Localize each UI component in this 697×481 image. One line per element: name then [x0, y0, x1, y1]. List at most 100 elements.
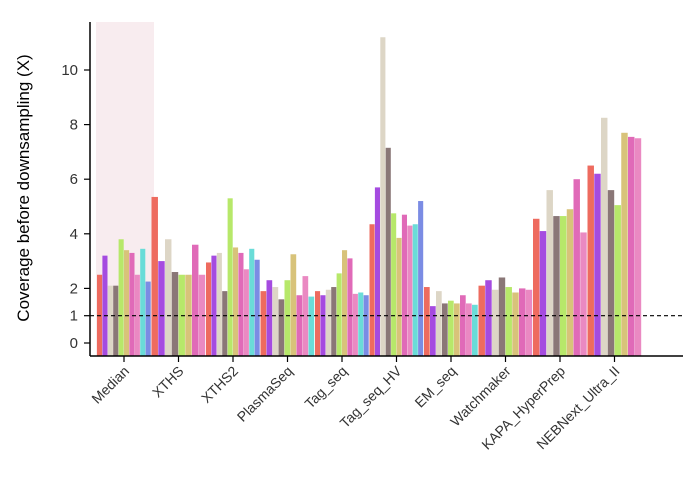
bar [308, 296, 315, 356]
bar [573, 179, 580, 356]
x-tick-label: Tag_seq [301, 363, 350, 412]
x-tick-label: EM_seq [411, 363, 459, 411]
x-tick-label: Median [88, 363, 132, 407]
bar [129, 252, 135, 356]
bar [466, 303, 472, 356]
bar [342, 250, 348, 356]
bar [134, 274, 140, 356]
bar [448, 300, 454, 356]
bar [533, 218, 540, 356]
bar [587, 165, 594, 356]
y-axis-title: Coverage before downsampling (X) [14, 54, 33, 321]
y-tick-label: 8 [70, 117, 78, 134]
bar [165, 239, 172, 356]
bar [391, 213, 397, 356]
bar [118, 239, 124, 356]
bar [424, 287, 430, 356]
bar [315, 291, 321, 356]
bar [107, 285, 113, 356]
bar [151, 196, 158, 356]
bar [505, 287, 512, 356]
bar [325, 289, 331, 356]
bar [519, 288, 526, 356]
bar [249, 248, 255, 356]
bar [254, 259, 260, 356]
bar [320, 295, 326, 356]
bar [113, 285, 119, 356]
bar [566, 209, 574, 356]
bar [498, 277, 506, 356]
bar [472, 304, 478, 356]
bar [145, 281, 151, 356]
x-tick-label: PlasmaSeq [234, 363, 296, 425]
y-ticks-group: 0 1 2 4 6 8 10 [61, 62, 90, 352]
bar [628, 136, 635, 356]
x-tick-label: XTHS [149, 363, 187, 401]
y-tick-label: 4 [70, 226, 78, 243]
bar [290, 254, 297, 356]
bar [227, 198, 233, 356]
bar [211, 255, 217, 356]
bar [238, 252, 244, 356]
bar [442, 303, 448, 356]
bar [478, 285, 485, 356]
bar [369, 224, 375, 356]
bar [492, 289, 499, 356]
y-tick-label: 10 [61, 62, 78, 79]
bar [216, 252, 222, 356]
bar [102, 255, 108, 356]
bar [634, 138, 642, 356]
bar [352, 293, 358, 356]
bar [396, 237, 402, 356]
bar [124, 250, 130, 356]
bar [621, 132, 628, 356]
bars-group [97, 37, 642, 357]
bar [363, 295, 369, 356]
bar [412, 224, 418, 356]
bar [206, 262, 212, 356]
bar [260, 291, 267, 356]
bar [485, 280, 492, 356]
bar [192, 244, 199, 356]
bar [296, 295, 303, 356]
bar [607, 190, 615, 356]
bar [380, 37, 386, 357]
bar [594, 173, 601, 356]
y-tick-label: 1 [70, 308, 78, 325]
bar [284, 280, 291, 356]
bar [266, 280, 273, 356]
bar [454, 303, 460, 356]
bar [222, 291, 228, 356]
x-tick-label: XTHS2 [198, 363, 241, 406]
bar [580, 232, 587, 356]
bar [140, 248, 146, 356]
bar [243, 269, 249, 356]
bar [418, 201, 424, 356]
bar [374, 187, 380, 356]
bar [407, 225, 413, 356]
bar [272, 287, 279, 356]
bar [302, 276, 309, 356]
bar [614, 205, 621, 356]
bar [358, 292, 364, 356]
bar [278, 299, 285, 356]
y-tick-label: 0 [70, 335, 78, 352]
bar [198, 274, 206, 356]
bar [331, 287, 337, 356]
y-tick-label: 6 [70, 171, 78, 188]
bar [401, 214, 407, 356]
bar [512, 292, 519, 356]
bar [539, 231, 547, 356]
bar [553, 216, 560, 356]
bar [546, 190, 553, 356]
bar [347, 258, 353, 356]
y-tick-label: 2 [70, 280, 78, 297]
bar [436, 291, 442, 356]
bar [336, 273, 342, 356]
bar [233, 247, 239, 356]
bar [560, 216, 567, 356]
bar [601, 117, 608, 356]
bar [460, 295, 466, 356]
